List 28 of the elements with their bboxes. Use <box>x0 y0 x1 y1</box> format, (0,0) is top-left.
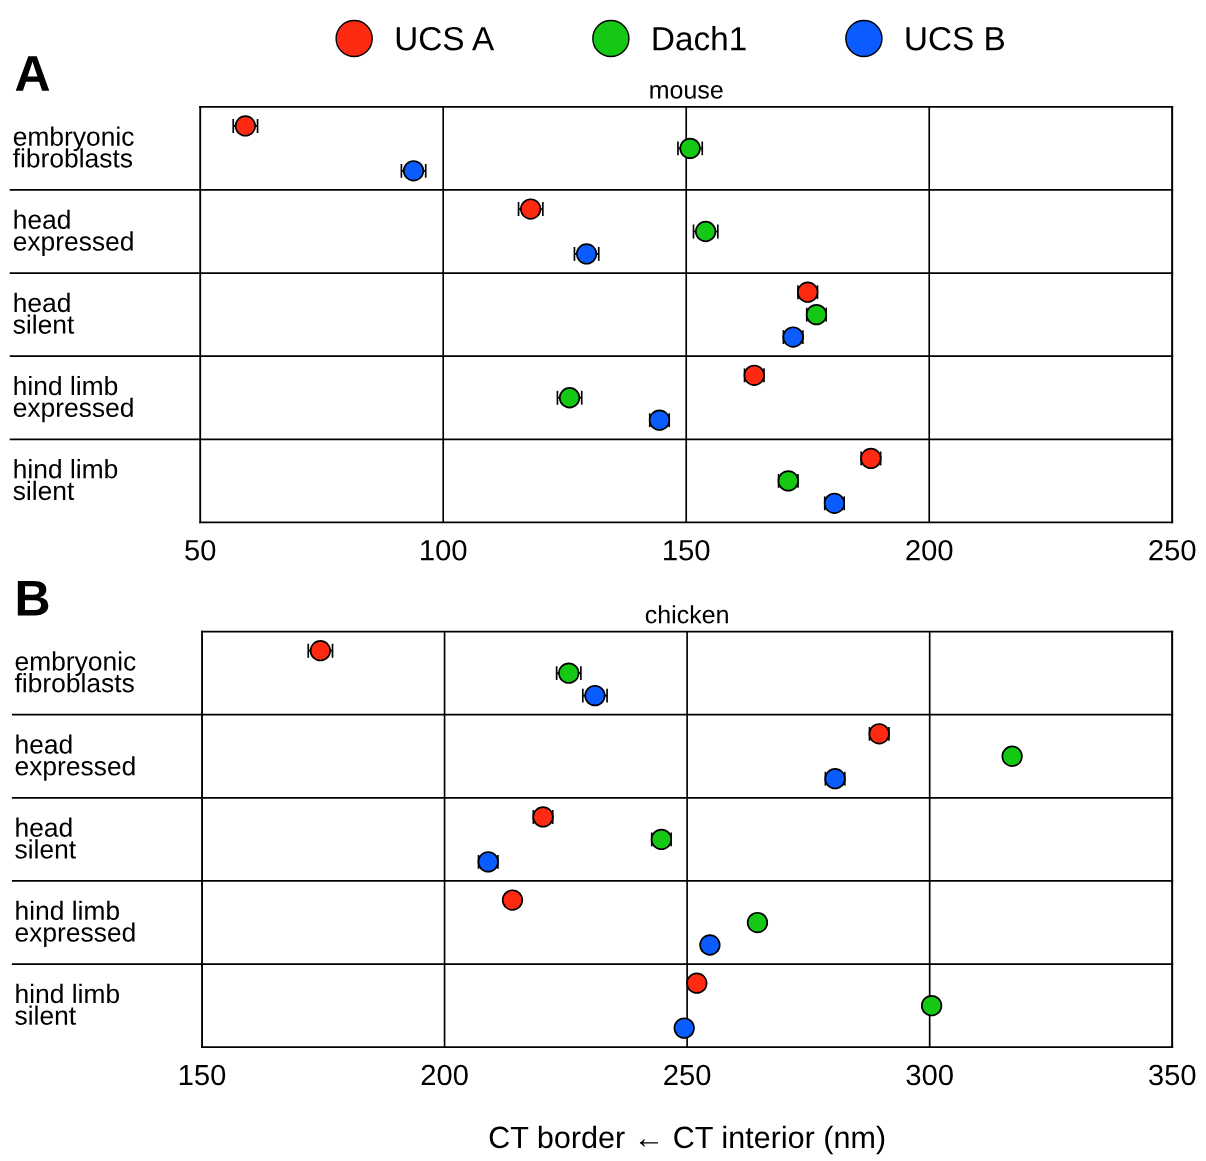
y-tick-label: embryonic fibroblasts <box>13 126 134 168</box>
text: B <box>17 581 49 616</box>
legend-label: UCS A <box>396 26 495 51</box>
legend-label: UCS B <box>906 26 1004 51</box>
x-tick-label: 300 <box>906 1064 953 1086</box>
x-tick-label: 100 <box>421 539 467 561</box>
y-tick-label: head silent <box>15 817 76 859</box>
y-tick-label: embryonic fibroblasts <box>14 651 136 693</box>
y-tick-label: head expressed <box>15 734 135 781</box>
x-tick-label: 350 <box>1149 1064 1196 1086</box>
x-tick-label: 200 <box>421 1064 468 1086</box>
x-tick-label: 200 <box>906 539 953 561</box>
x-tick-label: 150 <box>664 539 710 561</box>
x-tick-label: 50 <box>185 539 216 561</box>
y-tick-label: hind limb expressed <box>15 900 135 947</box>
x-tick-label: 150 <box>179 1064 226 1086</box>
chart-title: chicken <box>645 605 728 624</box>
legend-label: Dach1 <box>653 26 746 51</box>
y-tick-label: hind limb silent <box>15 983 120 1025</box>
y-tick-label: hind limb silent <box>13 459 118 501</box>
text: A <box>15 56 50 91</box>
y-tick-label: hind limb expressed <box>13 375 133 423</box>
x-axis-title: CT border ← CT interior (nm) <box>489 1125 885 1155</box>
y-tick-label: head silent <box>13 292 75 334</box>
y-tick-label: head expressed <box>13 209 133 256</box>
x-tick-label: 250 <box>664 1064 711 1086</box>
x-tick-label: 250 <box>1149 539 1196 561</box>
chart-title: mouse <box>650 85 723 99</box>
